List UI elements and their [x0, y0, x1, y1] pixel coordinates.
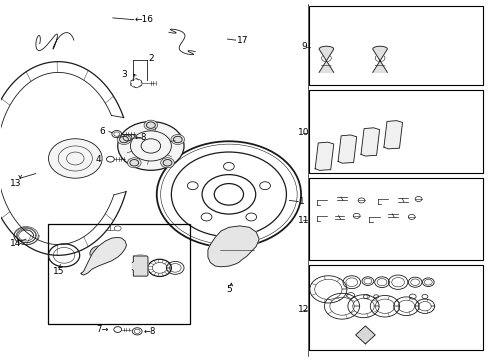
Text: 11: 11 — [298, 216, 309, 225]
Text: 12: 12 — [298, 305, 309, 314]
Text: 5: 5 — [225, 285, 231, 294]
Text: 7→: 7→ — [96, 325, 108, 334]
Text: 14: 14 — [9, 239, 21, 248]
Bar — [308, 6, 483, 85]
Bar — [48, 224, 190, 324]
Circle shape — [93, 248, 108, 259]
Bar — [308, 265, 483, 350]
Text: 9: 9 — [301, 42, 306, 51]
Text: 15: 15 — [53, 267, 64, 276]
Circle shape — [161, 158, 174, 168]
Polygon shape — [319, 46, 333, 72]
Text: 6: 6 — [99, 127, 105, 136]
Circle shape — [118, 122, 183, 170]
Text: ←8: ←8 — [143, 327, 156, 336]
Circle shape — [144, 120, 158, 130]
Circle shape — [171, 135, 184, 144]
Polygon shape — [207, 226, 259, 267]
Polygon shape — [383, 121, 402, 149]
Circle shape — [90, 246, 111, 261]
Text: 3: 3 — [121, 70, 126, 79]
Polygon shape — [315, 142, 333, 170]
Text: 10: 10 — [298, 128, 309, 137]
Polygon shape — [337, 135, 356, 163]
Polygon shape — [372, 46, 386, 72]
Text: 1: 1 — [299, 197, 304, 206]
Bar — [308, 178, 483, 260]
Polygon shape — [360, 128, 379, 156]
Text: ←16: ←16 — [135, 15, 153, 24]
Polygon shape — [132, 256, 148, 276]
Circle shape — [127, 158, 141, 168]
Text: 13: 13 — [10, 179, 22, 188]
Polygon shape — [355, 326, 374, 344]
Polygon shape — [81, 237, 126, 275]
Text: ←8: ←8 — [135, 133, 147, 142]
Text: 4: 4 — [96, 155, 101, 164]
Text: 2: 2 — [148, 54, 153, 63]
Text: 17: 17 — [236, 36, 248, 45]
Circle shape — [48, 139, 102, 178]
Bar — [308, 90, 483, 173]
Circle shape — [117, 135, 131, 144]
